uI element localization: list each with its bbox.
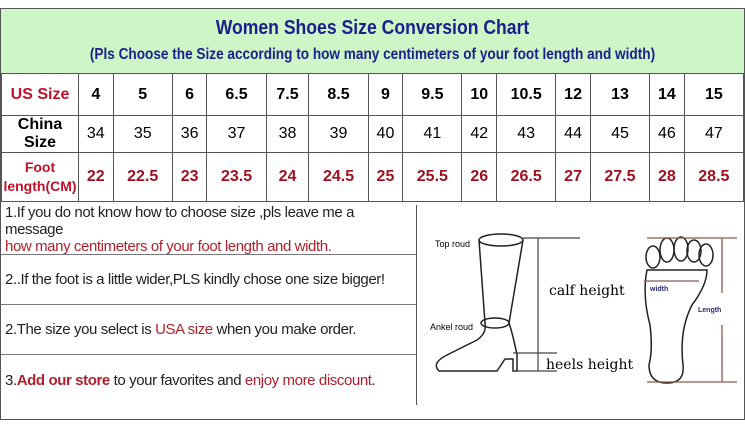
foot-cell: 23 — [171, 152, 208, 202]
foot-cell: 27 — [555, 152, 591, 202]
foot-measure-lines — [644, 237, 737, 383]
china-cell: 38 — [265, 115, 310, 153]
foot-cell: 26.5 — [496, 152, 557, 202]
foot-cell: 25 — [367, 152, 404, 202]
foot-cell: 22 — [78, 152, 114, 202]
add-store-text: Add our store — [16, 371, 111, 389]
us-cell: 5 — [112, 73, 173, 116]
note-2: 2..If the foot is a little wider,PLS kin… — [1, 255, 416, 305]
foot-cell: 25.5 — [402, 152, 463, 202]
foot-length-label: Foot length(CM) — [1, 152, 79, 202]
china-cell: 45 — [589, 115, 651, 153]
us-cell: 10 — [461, 73, 498, 116]
chart-title: Women Shoes Size Conversion Chart — [215, 17, 530, 39]
note-3: 2.The size you select is USA size when y… — [1, 305, 416, 355]
us-cell: 4 — [78, 73, 114, 116]
us-cell: 9 — [367, 73, 404, 116]
heels-height-label: heels height — [546, 357, 633, 373]
foot-cell: 23.5 — [206, 152, 267, 202]
ankle-round-label: Ankel roud — [430, 322, 473, 332]
chart-subtitle: (Pls Choose the Size according to how ma… — [89, 46, 656, 63]
us-cell: 14 — [649, 73, 685, 116]
note-3-text-end: when you make order. — [212, 321, 357, 338]
note-2-text: 2..If the foot is a little wider,PLS kin… — [5, 271, 385, 288]
foot-cell: 22.5 — [112, 152, 173, 202]
china-cell: 37 — [206, 115, 267, 153]
notes: 1.If you do not know how to choose size … — [1, 204, 417, 405]
note-3-text: 2.The size you select is — [5, 321, 156, 338]
discount-text: enjoy more discount — [244, 371, 372, 389]
us-cell: 6.5 — [206, 73, 267, 116]
note-4-text: to your favorites and — [109, 371, 245, 389]
size-chart: Women Shoes Size Conversion Chart (Pls C… — [0, 8, 745, 420]
us-size-row: US Size 4 5 6 6.5 7.5 8.5 9 9.5 10 10.5 12 13 14 15 — [1, 73, 745, 116]
boot-measure-lines — [513, 237, 580, 372]
us-cell: 10.5 — [496, 73, 557, 116]
us-cell: 12 — [555, 73, 591, 116]
china-size-label: China Size — [1, 115, 79, 153]
china-cell: 34 — [78, 115, 114, 153]
china-cell: 42 — [461, 115, 498, 153]
us-cell: 8.5 — [308, 73, 369, 116]
measurement-diagram: Top roud Ankel roud calf height heels he… — [430, 233, 737, 384]
top-round-label: Top roud — [435, 239, 470, 249]
foot-label-line2: length(CM) — [3, 178, 77, 194]
china-cell: 40 — [367, 115, 404, 153]
us-cell: 15 — [683, 73, 745, 116]
size-table: US Size 4 5 6 6.5 7.5 8.5 9 9.5 10 10.5 12 13 14 15 Ch… — [1, 73, 745, 202]
us-cell: 6 — [171, 73, 208, 116]
china-cell: 35 — [112, 115, 173, 153]
calf-height-label: calf height — [549, 283, 625, 299]
us-cell: 13 — [589, 73, 651, 116]
china-cell: 36 — [171, 115, 208, 153]
china-cell: 46 — [649, 115, 685, 153]
boot-drawing — [435, 233, 524, 372]
note-1: 1.If you do not know how to choose size … — [1, 204, 416, 255]
china-size-row: China Size 34 35 36 37 38 39 40 41 42 43 44 45 46 47 — [1, 115, 745, 153]
foot-cell: 27.5 — [589, 152, 651, 202]
china-cell: 44 — [555, 115, 591, 153]
china-cell: 41 — [402, 115, 463, 153]
china-cell: 47 — [683, 115, 745, 153]
note-3-highlight: USA size — [155, 321, 213, 338]
note-1-highlight: how many centimeters of your foot length… — [5, 238, 332, 255]
us-cell: 7.5 — [265, 73, 310, 116]
foot-cell: 28.5 — [683, 152, 745, 202]
china-cell: 39 — [308, 115, 369, 153]
length-label: Length — [698, 307, 721, 314]
note-4-num: 3. — [5, 371, 17, 389]
us-cell: 9.5 — [402, 73, 463, 116]
note-1-text: 1.If you do not know how to choose size … — [5, 204, 355, 238]
note-4: 3.Add our store to your favorites and en… — [1, 355, 416, 405]
foot-cell: 28 — [649, 152, 685, 202]
note-4-end: . — [371, 371, 376, 389]
foot-label-line1: Foot — [24, 159, 56, 175]
chart-header: Women Shoes Size Conversion Chart (Pls C… — [1, 9, 744, 74]
foot-cell: 24 — [265, 152, 310, 202]
foot-cell: 24.5 — [308, 152, 369, 202]
us-size-label: US Size — [1, 73, 79, 116]
width-label: width — [649, 286, 668, 293]
foot-length-row: Foot length(CM) 22 22.5 23 23.5 24 24.5 25 25.5 26… — [1, 152, 745, 202]
china-cell: 43 — [496, 115, 557, 153]
foot-cell: 26 — [461, 152, 498, 202]
